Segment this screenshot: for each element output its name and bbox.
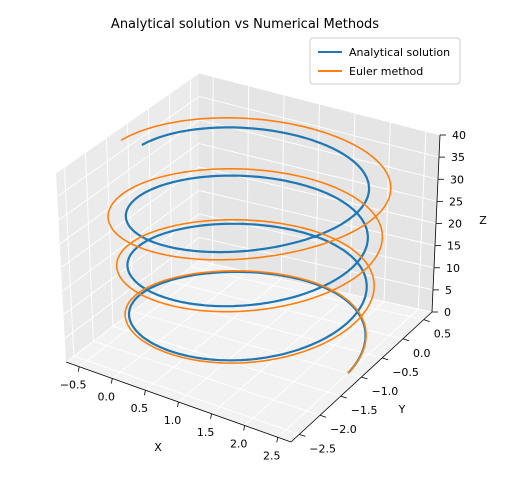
y-tick-labels: −2.5 −2.0 −1.5 −1.0 −0.5 0.00.5: [309, 328, 451, 456]
x-tick: [177, 401, 179, 408]
z-axis-label: Z: [479, 214, 487, 227]
euler-method-line: [107, 117, 392, 374]
grid-z-left: [56, 96, 200, 197]
z-tick-label: 40: [452, 129, 466, 142]
grid-z-left: [55, 72, 200, 174]
x-tick-label: 0.5: [131, 402, 149, 415]
grid-z-back: [198, 96, 440, 158]
legend-label-euler: Euler method: [349, 65, 423, 78]
x-tick-label: −0.5: [60, 379, 87, 392]
grid-z-back: [198, 190, 436, 247]
y-tick: [382, 357, 389, 361]
grid-z-back: [198, 119, 439, 180]
legend-box: [309, 37, 461, 85]
z-tick-label: 15: [447, 240, 461, 253]
grid-y-floor: [73, 355, 300, 435]
grid-lines: [55, 72, 441, 438]
y-tick: [361, 376, 368, 380]
y-tick: [340, 395, 347, 399]
x-tick-label: 1.5: [197, 426, 215, 439]
z-tick-label: 30: [450, 173, 464, 186]
grid-y-floor: [93, 340, 321, 416]
grid-y-floor: [132, 311, 362, 378]
y-tick: [299, 433, 306, 437]
grid-z-left: [60, 166, 200, 268]
grid-z-left: [61, 190, 200, 292]
x-tick-label: 1.0: [164, 414, 182, 427]
x-tick-label: 2.0: [230, 438, 248, 451]
grid-z-back: [198, 237, 434, 291]
z-tick-label: 0: [444, 306, 451, 319]
grid-z-back: [198, 72, 441, 136]
z-tick-label: 10: [446, 262, 460, 275]
y-tick-label: −0.5: [392, 366, 419, 379]
grid-y-floor: [151, 296, 383, 359]
y-tick: [423, 319, 430, 323]
z-tick-labels: 0 5 10 15 20 25 30 35 40: [444, 129, 466, 319]
y-tick-label: −2.0: [330, 423, 357, 436]
legend: Analytical solution Euler method: [309, 37, 461, 85]
legend-label-analytical: Analytical solution: [349, 46, 450, 59]
z-tick-label: 20: [448, 218, 462, 231]
series-curves: [107, 117, 392, 374]
y-tick: [319, 414, 327, 418]
z-tick-label: 25: [449, 195, 463, 208]
back-pane: [199, 73, 440, 312]
chart-title: Analytical solution vs Numerical Methods: [111, 17, 379, 32]
x-tick: [110, 378, 113, 384]
x-axis-label: X: [154, 441, 162, 454]
y-tick-label: 0.5: [434, 328, 452, 341]
grid-z-back: [198, 143, 438, 202]
grid-z-left: [59, 143, 200, 245]
y-tick: [402, 338, 410, 342]
x-tick: [243, 425, 246, 431]
z-tick-label: 5: [445, 284, 452, 297]
y-axis-label: Y: [398, 403, 406, 416]
x-tick: [276, 437, 279, 443]
z-tick-label: 35: [451, 151, 465, 164]
grid-z-back: [198, 260, 433, 313]
y-tick-label: −1.0: [372, 385, 399, 398]
y-tick-label: 0.0: [413, 347, 431, 360]
x-tick-label: 2.5: [263, 449, 281, 462]
x-tick: [210, 413, 212, 419]
grid-z-left: [58, 119, 200, 221]
analytical-solution-line: [124, 126, 371, 374]
x-tick-label: 0.0: [98, 391, 116, 404]
tick-marks: [77, 134, 446, 443]
x-tick-labels: −0.5 0.0 0.5 1.0 1.5 2.0 2.5: [60, 379, 281, 463]
y-tick-label: −1.5: [351, 404, 378, 417]
x-tick: [77, 366, 80, 372]
x-tick: [144, 390, 146, 396]
y-tick-label: −2.5: [309, 442, 336, 455]
